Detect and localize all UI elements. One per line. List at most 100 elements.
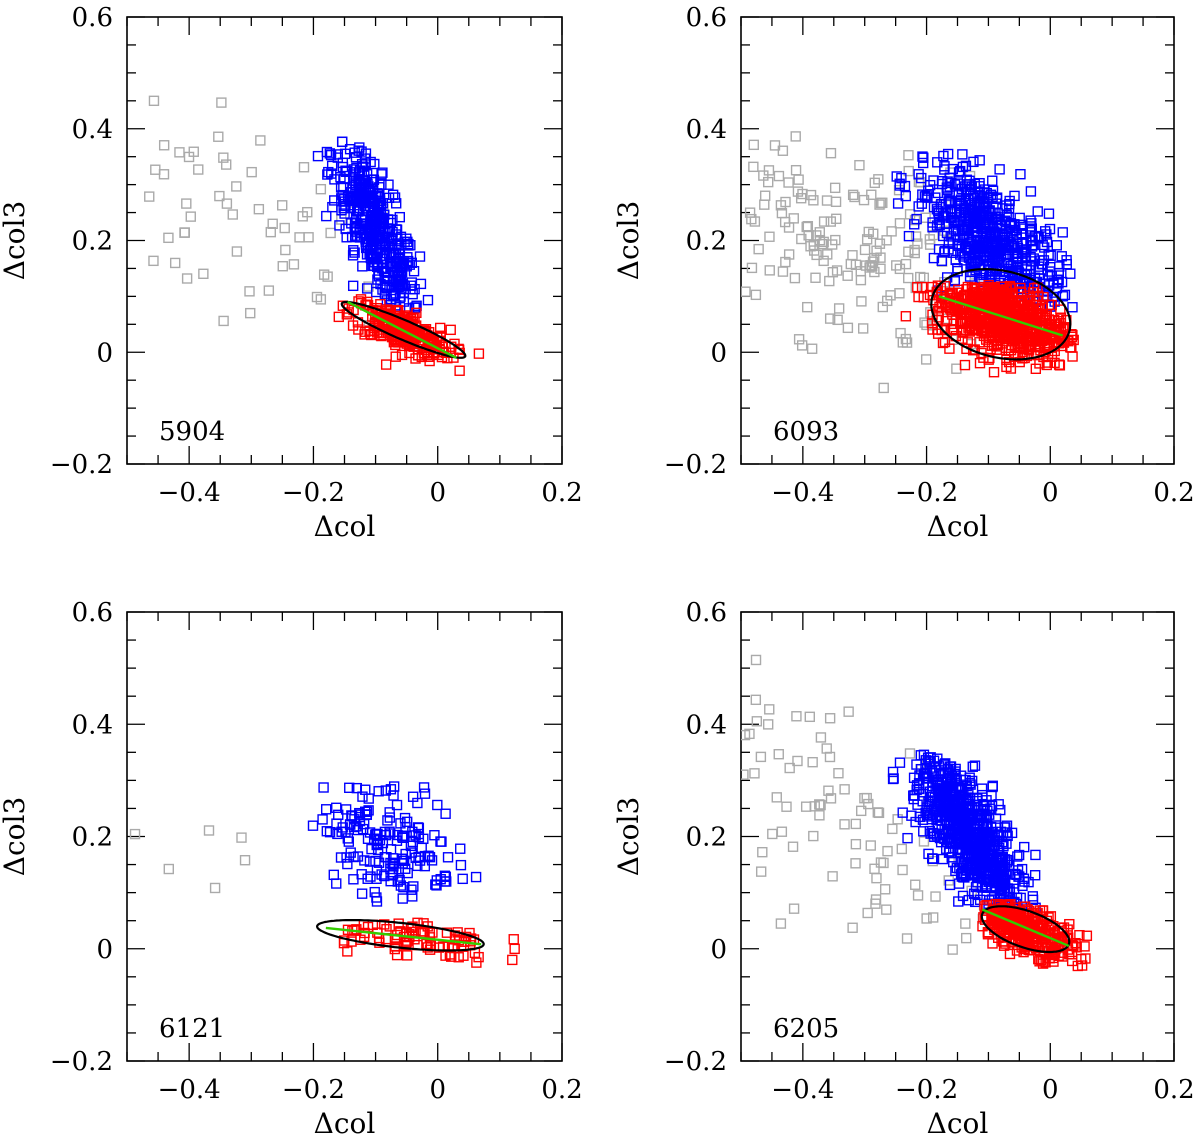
data-point [218, 315, 229, 327]
data-point [1064, 949, 1075, 960]
data-point [255, 135, 266, 146]
data-point [1043, 208, 1055, 219]
data-point [788, 903, 800, 914]
data-point [986, 300, 998, 311]
data-point [1023, 302, 1035, 313]
data-point [231, 246, 243, 257]
data-point [454, 365, 465, 376]
data-point [866, 189, 877, 200]
data-point [903, 246, 914, 257]
data-point [1033, 261, 1045, 272]
data-point [351, 821, 362, 832]
data-point [366, 227, 378, 239]
data-point [915, 271, 926, 283]
data-point [764, 231, 775, 242]
data-point [377, 167, 388, 178]
data-point [910, 816, 921, 828]
data-point [445, 324, 456, 336]
data-point [401, 261, 412, 272]
data-point [1067, 351, 1078, 362]
data-point [321, 210, 332, 222]
data-point [946, 833, 957, 845]
data-point [407, 826, 418, 838]
data-point [423, 850, 434, 861]
data-point [923, 848, 934, 860]
data-point [911, 780, 923, 791]
data-point [398, 259, 410, 270]
data-point [901, 933, 913, 944]
data-point [422, 294, 434, 306]
data-point [396, 349, 408, 361]
data-point [959, 809, 970, 821]
data-point [457, 873, 468, 885]
data-point [965, 818, 977, 830]
data-point [960, 932, 972, 944]
data-point [968, 190, 979, 202]
data-point [342, 858, 353, 870]
data-point [831, 265, 843, 276]
data-point [873, 807, 885, 819]
data-point [792, 755, 803, 767]
data-point [357, 261, 368, 272]
y-tick-label: −0.2 [50, 1047, 113, 1077]
data-point [342, 946, 353, 957]
data-point [398, 855, 410, 867]
data-point [987, 780, 998, 791]
data-point [943, 768, 954, 779]
data-point [279, 222, 290, 234]
data-point [912, 890, 924, 901]
data-point [387, 214, 398, 226]
data-point [1004, 887, 1016, 898]
data-point [888, 773, 899, 784]
data-point [910, 231, 922, 242]
data-point [908, 793, 919, 805]
data-point [379, 281, 391, 292]
series-outliers [129, 825, 251, 894]
data-point [1017, 306, 1029, 317]
data-point [959, 872, 970, 883]
data-point [790, 164, 802, 176]
data-point [920, 354, 932, 365]
data-point [874, 199, 885, 210]
x-tick-label: 0 [1042, 1075, 1059, 1105]
y-axis-title: Δcol3 [0, 797, 31, 877]
x-tick-label: −0.4 [158, 1075, 221, 1105]
data-point [850, 858, 861, 869]
data-point [1081, 930, 1093, 941]
data-point [419, 788, 431, 799]
data-point [430, 879, 441, 890]
data-point [998, 234, 1009, 246]
data-point [978, 231, 989, 242]
data-point [875, 252, 886, 263]
data-point [1034, 304, 1045, 315]
data-point [936, 178, 948, 190]
data-point [158, 140, 170, 151]
data-point [373, 227, 385, 238]
data-point [361, 169, 373, 180]
data-point [150, 164, 161, 175]
y-axis-title: Δcol3 [612, 201, 645, 281]
data-point [900, 311, 912, 322]
data-point [952, 822, 964, 834]
data-point [930, 891, 941, 902]
data-point [825, 147, 837, 159]
data-point [1029, 926, 1040, 938]
data-point [418, 918, 429, 929]
data-point [980, 841, 992, 852]
data-point [365, 871, 376, 882]
data-point [894, 757, 906, 768]
data-point [355, 193, 366, 204]
data-point [416, 842, 427, 854]
data-point [411, 307, 422, 319]
data-point [945, 805, 957, 816]
data-point [944, 343, 955, 354]
data-point [939, 164, 950, 175]
data-point [411, 300, 422, 311]
data-point [935, 768, 947, 780]
y-tick-label: 0.4 [686, 710, 727, 740]
data-point [771, 792, 782, 803]
data-point [410, 302, 422, 313]
data-point [856, 296, 867, 307]
data-point [1051, 240, 1063, 251]
